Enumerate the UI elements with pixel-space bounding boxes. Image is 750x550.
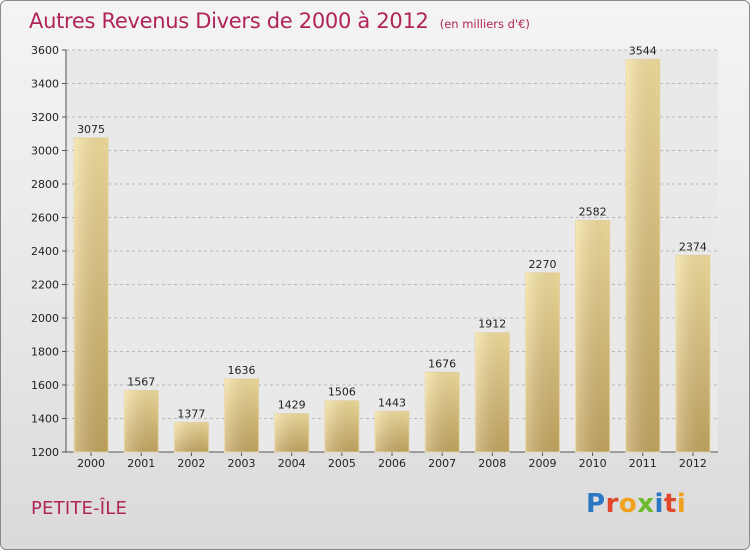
- data-label: 1567: [127, 376, 155, 389]
- x-tick-label: 2010: [579, 457, 607, 470]
- y-tick-label: 2600: [31, 212, 59, 225]
- bar-sheen: [274, 413, 309, 452]
- x-tick-label: 2006: [378, 457, 406, 470]
- y-tick-label: 1200: [31, 446, 59, 459]
- bar-sheen: [675, 255, 710, 452]
- x-tick-label: 2005: [328, 457, 356, 470]
- bar-sheen: [324, 400, 359, 452]
- y-tick-label: 2200: [31, 279, 59, 292]
- bar-sheen: [124, 390, 159, 452]
- x-tick-label: 2009: [528, 457, 556, 470]
- data-label: 2582: [579, 206, 607, 219]
- bar-sheen: [224, 378, 259, 452]
- x-tick-label: 2011: [629, 457, 657, 470]
- y-tick-label: 2000: [31, 312, 59, 325]
- logo-letter: P: [586, 489, 606, 519]
- data-label: 1506: [328, 386, 356, 399]
- logo-letter: o: [618, 489, 638, 519]
- y-tick-label: 1600: [31, 379, 59, 392]
- data-label: 1429: [278, 399, 306, 412]
- chart-title: Autres Revenus Divers de 2000 à 2012: [29, 9, 429, 33]
- bars: [73, 58, 711, 453]
- data-label: 2374: [679, 240, 707, 253]
- y-tick-label: 3600: [31, 44, 59, 57]
- logo-letter: x: [637, 489, 655, 519]
- axes: 1200 1400 1600 1800 2000 2200 2400 2600 2800 3000…: [31, 44, 718, 470]
- y-tick-label: 3400: [31, 78, 59, 91]
- x-tick-label: 2012: [679, 457, 707, 470]
- x-tick-label: 2008: [478, 457, 506, 470]
- data-label: 1443: [378, 396, 406, 409]
- x-tick-label: 2003: [228, 457, 256, 470]
- x-tick-label: 2004: [278, 457, 306, 470]
- x-tick-label: 2001: [127, 457, 155, 470]
- title-row: Autres Revenus Divers de 2000 à 2012 (en…: [29, 9, 530, 33]
- logo-letter: r: [605, 489, 619, 519]
- data-label: 1636: [228, 364, 256, 377]
- bar-sheen: [174, 422, 209, 452]
- grid-lines: [66, 49, 718, 453]
- logo-letter: t: [663, 489, 677, 519]
- place-name: PETITE-ÎLE: [31, 498, 128, 519]
- x-tick-label: 2002: [177, 457, 205, 470]
- y-tick-label: 2400: [31, 245, 59, 258]
- proxiti-logo: Proxiti: [586, 489, 686, 519]
- bar-sheen: [74, 137, 109, 452]
- y-tick-label: 3200: [31, 111, 59, 124]
- x-tick-label: 2007: [428, 457, 456, 470]
- data-labels: 3075 1567 1377 1636 1429 1506 1443 1676 1912 2270…: [77, 44, 707, 420]
- y-tick-label: 1400: [31, 413, 59, 426]
- data-label: 1912: [478, 318, 506, 331]
- x-tick-label: 2000: [77, 457, 105, 470]
- data-label: 3544: [629, 44, 657, 57]
- y-tick-label: 1800: [31, 346, 59, 359]
- bar-sheen: [425, 372, 460, 452]
- data-label: 3075: [77, 123, 105, 136]
- data-label: 2270: [528, 258, 556, 271]
- y-tick-label: 2800: [31, 178, 59, 191]
- data-label: 1377: [177, 407, 205, 420]
- data-label: 1676: [428, 357, 456, 370]
- bar-sheen: [375, 411, 409, 452]
- bar-sheen: [625, 59, 660, 452]
- y-tick-label: 3000: [31, 145, 59, 158]
- bar-sheen: [525, 272, 560, 452]
- logo-letter: i: [676, 489, 687, 519]
- bar-sheen: [575, 220, 610, 452]
- bar-sheen: [475, 332, 510, 452]
- chart-subtitle: (en milliers d'€): [439, 17, 530, 31]
- logo-letter: i: [654, 489, 664, 519]
